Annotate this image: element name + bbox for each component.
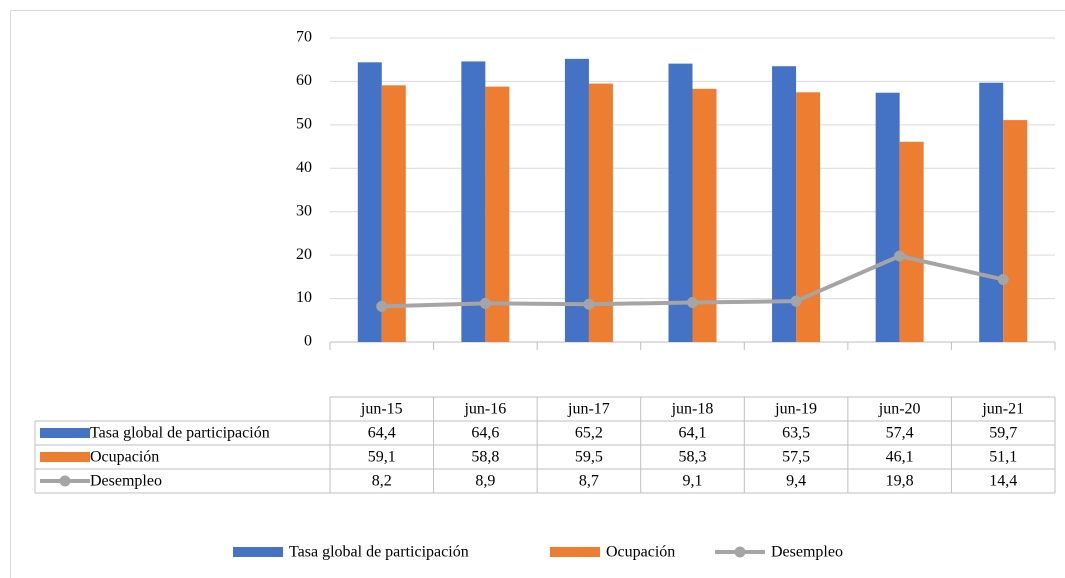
table-cell: 58,3 [679, 449, 707, 466]
table-cell: 64,4 [368, 425, 396, 442]
x-tick-label: jun-20 [878, 401, 921, 418]
bar [979, 82, 1004, 342]
bar [485, 86, 510, 342]
y-tick-label: 40 [296, 159, 312, 176]
x-tick-label: jun-21 [981, 401, 1024, 418]
table-cell: 19,8 [886, 473, 914, 490]
chart-border [10, 10, 1065, 578]
legend-label: Desempleo [771, 544, 843, 561]
bar [899, 141, 924, 342]
y-tick-label: 50 [296, 116, 312, 133]
bar [381, 85, 406, 342]
line-point [479, 297, 491, 309]
legend-label: Ocupación [606, 544, 675, 561]
y-tick-label: 60 [296, 72, 312, 89]
table-cell: 9,4 [786, 473, 806, 490]
table-cell: 59,7 [989, 425, 1017, 442]
table-key [59, 475, 71, 487]
y-tick-label: 10 [296, 289, 312, 306]
y-tick-label: 20 [296, 246, 312, 263]
table-cell: 58,8 [471, 449, 499, 466]
table-cell: 64,1 [679, 425, 707, 442]
line-point [687, 296, 698, 308]
legend-key [550, 547, 600, 557]
bar [357, 62, 382, 342]
table-cell: 57,5 [782, 449, 810, 466]
y-tick-label: 0 [304, 333, 312, 350]
y-tick-label: 30 [296, 202, 312, 219]
table-cell: 65,2 [575, 425, 603, 442]
table-row-label: Tasa global de participación [90, 425, 270, 442]
table-cell: 14,4 [989, 473, 1017, 490]
table-key [40, 452, 90, 462]
table-cell: 64,6 [471, 425, 499, 442]
line-point [790, 295, 802, 307]
table-cell: 8,2 [372, 473, 392, 490]
x-tick-label: jun-19 [774, 401, 817, 418]
table-row-label: Ocupación [90, 449, 159, 466]
table-cell: 8,9 [475, 473, 495, 490]
bar [875, 92, 900, 342]
bar [668, 63, 693, 342]
table-row-label: Desempleo [90, 473, 162, 490]
x-tick-label: jun-18 [671, 401, 714, 418]
bar [564, 58, 589, 343]
table-cell: 46,1 [886, 449, 914, 466]
bar [1003, 120, 1028, 342]
line-point [376, 300, 388, 312]
table-cell: 63,5 [782, 425, 810, 442]
x-tick-label: jun-15 [360, 401, 403, 418]
bar [461, 61, 486, 343]
table-cell: 51,1 [989, 449, 1017, 466]
table-cell: 59,5 [575, 449, 603, 466]
table-cell: 59,1 [368, 449, 396, 466]
bar [772, 66, 797, 342]
line-point [583, 298, 595, 310]
legend-key [734, 546, 746, 558]
table-key [40, 428, 90, 438]
y-tick-label: 70 [296, 29, 312, 46]
bar [588, 83, 613, 342]
table-cell: 57,4 [886, 425, 914, 442]
line-point [997, 273, 1009, 285]
table-cell: 9,1 [683, 473, 703, 490]
x-tick-label: jun-17 [567, 401, 610, 418]
line-point [894, 250, 906, 262]
legend-key [233, 547, 283, 557]
x-tick-label: jun-16 [463, 401, 506, 418]
table-cell: 8,7 [579, 473, 599, 490]
legend-label: Tasa global de participación [289, 544, 469, 561]
